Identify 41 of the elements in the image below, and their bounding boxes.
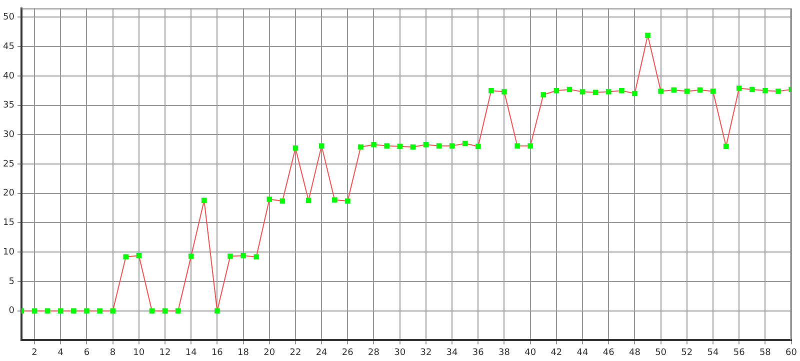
x-tick-label: 32 xyxy=(420,348,432,358)
x-tick-label: 2 xyxy=(32,348,38,358)
y-tick-label: 45 xyxy=(3,42,14,52)
x-tick-label: 8 xyxy=(110,348,116,358)
y-tick-label: 5 xyxy=(8,276,14,287)
x-tick-label: 24 xyxy=(316,348,328,358)
x-tick-label: 44 xyxy=(576,348,589,358)
x-tick-label: 12 xyxy=(159,348,171,358)
y-tick-label: 25 xyxy=(3,159,14,170)
x-tick-label: 60 xyxy=(786,348,798,358)
x-tick-label: 58 xyxy=(759,348,772,358)
y-tick-label: 30 xyxy=(3,130,15,140)
y-tick-label: 40 xyxy=(3,71,15,82)
y-tick-label: 15 xyxy=(3,218,14,228)
y-tick-label: 50 xyxy=(3,12,15,23)
x-tick-label: 48 xyxy=(628,348,641,358)
y-tick-label: 0 xyxy=(8,306,15,316)
x-tick-label: 4 xyxy=(58,348,64,358)
x-tick-label: 40 xyxy=(524,348,536,358)
x-tick-label: 22 xyxy=(290,348,302,358)
x-tick-label: 14 xyxy=(185,348,198,358)
y-tick-label: 20 xyxy=(3,188,15,199)
x-tick-label: 28 xyxy=(368,348,380,358)
x-tick-label: 10 xyxy=(133,348,145,358)
x-tick-label: 20 xyxy=(264,348,276,358)
y-tick-label: 35 xyxy=(3,100,14,111)
x-tick-label: 50 xyxy=(655,348,667,358)
x-tick-label: 42 xyxy=(550,348,562,358)
x-tick-label: 52 xyxy=(681,348,693,358)
x-tick-label: 18 xyxy=(238,348,250,358)
x-tick-label: 56 xyxy=(733,348,746,358)
x-tick-label: 34 xyxy=(446,348,458,358)
x-tick-label: 36 xyxy=(472,348,484,358)
x-tick-label: 30 xyxy=(394,348,406,358)
x-tick-label: 54 xyxy=(707,348,719,358)
x-tick-label: 38 xyxy=(498,348,510,358)
x-tick-label: 26 xyxy=(342,348,354,358)
x-tick-label: 16 xyxy=(211,348,224,358)
x-tick-label: 6 xyxy=(84,348,90,358)
y-tick-label: 10 xyxy=(3,247,15,258)
x-tick-label: 46 xyxy=(602,348,615,358)
